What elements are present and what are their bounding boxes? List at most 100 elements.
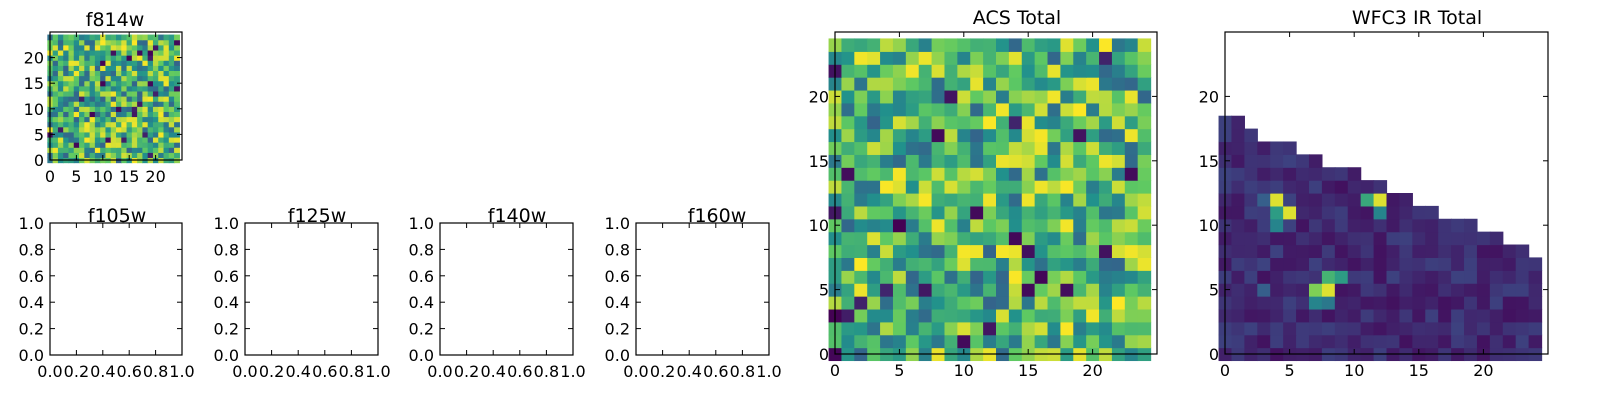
heatmap-cell bbox=[152, 131, 159, 138]
heatmap-cell bbox=[152, 126, 159, 133]
heatmap-cell bbox=[1137, 244, 1152, 258]
heatmap-cell bbox=[142, 85, 149, 92]
heatmap-cell bbox=[84, 34, 91, 41]
heatmap-cell bbox=[147, 126, 154, 133]
heatmap-cell bbox=[996, 64, 1010, 78]
heatmap-cell bbox=[841, 38, 855, 52]
heatmap-cell bbox=[996, 180, 1010, 194]
heatmap-cell bbox=[1528, 257, 1543, 271]
heatmap-cell bbox=[983, 167, 997, 181]
heatmap-cell bbox=[892, 205, 907, 220]
heatmap-cell bbox=[1308, 180, 1323, 194]
heatmap-cell bbox=[94, 75, 101, 82]
heatmap-cell bbox=[1137, 308, 1152, 323]
heatmap-cell bbox=[983, 64, 997, 78]
heatmap-cell bbox=[1296, 167, 1310, 181]
heatmap-cell bbox=[880, 321, 894, 336]
panel-f105w: f105w 0.0 0.2 0.4 0.6 0.8 1.00.00.20.40.60.81… bbox=[19, 205, 195, 381]
heatmap-cell bbox=[1008, 283, 1023, 297]
heatmap-cell bbox=[142, 44, 149, 51]
axis-ticks: 0.0 0.2 0.4 0.6 0.8 1.00.00.20.40.60.81.0 bbox=[409, 214, 586, 381]
heatmap-cell bbox=[84, 80, 91, 87]
heatmap-cell bbox=[52, 44, 59, 51]
heatmap-cell bbox=[892, 218, 907, 233]
heatmap-cell bbox=[1086, 257, 1100, 271]
heatmap-cell bbox=[73, 142, 80, 148]
x-tick-label: 0.4 bbox=[285, 362, 310, 381]
heatmap-cell bbox=[94, 85, 101, 92]
heatmap-cell bbox=[174, 70, 180, 77]
heatmap-cell bbox=[1060, 218, 1074, 233]
heatmap-cell bbox=[73, 34, 80, 41]
x-tick-label: 0.6 bbox=[507, 362, 532, 381]
heatmap-cell bbox=[1360, 244, 1375, 258]
heatmap-cell bbox=[57, 136, 64, 143]
panel-f140w: f140w 0.0 0.2 0.4 0.6 0.8 1.00.00.20.40.60.81… bbox=[409, 205, 586, 381]
heatmap-cell bbox=[1283, 205, 1297, 220]
heatmap-cell bbox=[1412, 334, 1426, 349]
heatmap-cell bbox=[68, 34, 75, 41]
heatmap-cell bbox=[1034, 180, 1049, 194]
heatmap-cell bbox=[63, 65, 70, 71]
panel-title: f105w bbox=[88, 205, 147, 227]
heatmap-cell bbox=[983, 231, 997, 246]
heatmap-cell bbox=[174, 126, 180, 133]
heatmap-cell bbox=[905, 77, 920, 91]
heatmap-cell bbox=[931, 154, 946, 168]
heatmap-cell bbox=[57, 121, 64, 128]
heatmap-cell bbox=[126, 111, 133, 118]
heatmap-cell bbox=[918, 231, 933, 246]
heatmap-cell bbox=[1502, 334, 1517, 349]
heatmap-cell bbox=[957, 167, 971, 181]
heatmap-cell bbox=[1476, 270, 1491, 284]
heatmap-cell bbox=[131, 80, 138, 87]
heatmap-cell bbox=[1257, 283, 1271, 297]
heatmap-cell bbox=[116, 85, 122, 92]
heatmap-cell bbox=[174, 85, 180, 92]
heatmap-cell bbox=[1386, 296, 1401, 310]
heatmap-cell bbox=[1464, 283, 1478, 297]
heatmap-cell bbox=[1334, 167, 1349, 181]
heatmap-cell bbox=[84, 75, 91, 82]
heatmap-cell bbox=[79, 152, 85, 159]
heatmap-cell bbox=[1489, 231, 1504, 246]
heatmap-cell bbox=[126, 106, 133, 112]
heatmap-cell bbox=[1073, 283, 1087, 297]
heatmap-cell bbox=[131, 147, 138, 153]
heatmap-cell bbox=[983, 218, 997, 233]
heatmap-cell bbox=[52, 136, 59, 143]
heatmap-cell bbox=[158, 96, 165, 102]
heatmap-cell bbox=[1073, 321, 1087, 336]
heatmap-cell bbox=[1137, 193, 1152, 207]
heatmap-cell bbox=[957, 193, 971, 207]
heatmap-cell bbox=[1308, 205, 1323, 220]
heatmap-cell bbox=[1060, 270, 1074, 284]
heatmap-cell bbox=[983, 257, 997, 271]
y-tick-label: 0.0 bbox=[605, 346, 630, 365]
heatmap-cell bbox=[1425, 334, 1439, 349]
heatmap-cell bbox=[63, 142, 70, 148]
heatmap-cell bbox=[1060, 257, 1074, 271]
heatmap-cell bbox=[983, 154, 997, 168]
heatmap-cell bbox=[68, 55, 75, 61]
heatmap-cell bbox=[174, 111, 180, 118]
heatmap-cell bbox=[1008, 102, 1023, 117]
heatmap-cell bbox=[1111, 231, 1126, 246]
heatmap-cell bbox=[57, 60, 64, 66]
heatmap-cell bbox=[79, 147, 85, 153]
heatmap-cell bbox=[152, 85, 159, 92]
heatmap-cell bbox=[84, 142, 91, 148]
heatmap-cell bbox=[1034, 77, 1049, 91]
heatmap-cell bbox=[1047, 51, 1061, 65]
heatmap-cell bbox=[854, 77, 868, 91]
heatmap-cell bbox=[168, 39, 175, 46]
heatmap-cell bbox=[1124, 270, 1139, 284]
heatmap-cell bbox=[944, 296, 958, 310]
heatmap-cell bbox=[147, 116, 154, 123]
heatmap-cell bbox=[841, 308, 855, 323]
heatmap-cell bbox=[158, 142, 165, 148]
x-tick-label: 20 bbox=[1082, 361, 1102, 380]
x-tick-label: 10 bbox=[954, 361, 974, 380]
heatmap-cell bbox=[1270, 334, 1284, 349]
